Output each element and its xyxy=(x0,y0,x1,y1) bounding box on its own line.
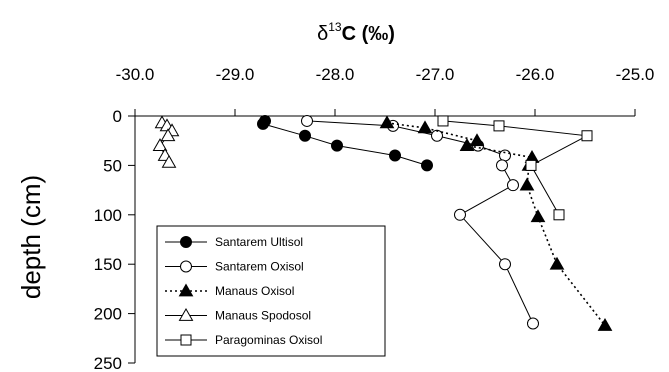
data-point xyxy=(459,138,475,152)
x-tick-label: -26.0 xyxy=(516,65,555,84)
y-axis-label: depth (cm) xyxy=(16,175,46,299)
data-point xyxy=(496,159,508,172)
data-point xyxy=(519,177,535,191)
data-point xyxy=(331,139,343,152)
y-tick-label: 100 xyxy=(94,206,122,225)
data-point xyxy=(499,149,511,162)
series-line xyxy=(442,120,589,216)
legend: Santarem Ultisol Santarem Oxisol Manaus Ox… xyxy=(156,225,386,357)
data-point xyxy=(454,208,466,221)
data-point xyxy=(493,120,505,132)
legend-marker xyxy=(180,236,192,248)
legend-marker xyxy=(178,283,194,297)
data-point xyxy=(160,128,176,142)
data-point xyxy=(499,258,511,271)
data-point xyxy=(417,120,433,134)
data-point xyxy=(553,209,565,221)
series-paragominas-oxisol xyxy=(437,115,593,221)
x-tick-label: -27.0 xyxy=(416,65,455,84)
axes: -30.0 -29.0 -28.0 -27.0 -26.0 -25.0 0 50 100 150 2… xyxy=(94,65,655,372)
legend-entry: Manaus Spodosol xyxy=(165,307,311,323)
data-point xyxy=(152,138,168,152)
data-point xyxy=(299,129,311,142)
data-point xyxy=(597,317,613,331)
data-point xyxy=(581,130,593,142)
data-point xyxy=(525,159,537,171)
x-tick-label: -28.0 xyxy=(316,65,355,84)
series-layer xyxy=(152,114,613,331)
chart-title-main: C (‰) xyxy=(342,23,395,45)
legend-marker xyxy=(178,307,194,321)
y-tick-label: 200 xyxy=(94,305,122,324)
x-tick-label: -30.0 xyxy=(116,65,155,84)
x-tick-label: -25.0 xyxy=(616,65,655,84)
x-tick-label: -29.0 xyxy=(216,65,255,84)
chart-title-superscript: 13 xyxy=(328,20,342,34)
series-santarem-ultisol xyxy=(257,114,433,172)
chart-title: δ13C (‰) xyxy=(317,20,395,45)
data-point xyxy=(421,159,433,172)
data-point xyxy=(530,209,546,223)
legend-entry: Paragominas Oxisol xyxy=(165,333,322,347)
legend-label: Santarem Ultisol xyxy=(215,235,303,249)
data-point xyxy=(379,115,395,129)
data-point xyxy=(549,256,565,270)
data-point xyxy=(257,117,269,130)
chart-title-prefix: δ xyxy=(317,23,328,45)
series-manaus-oxisol xyxy=(379,115,613,331)
legend-marker xyxy=(180,260,192,273)
series-manaus-spodosol xyxy=(152,115,180,168)
legend-label: Manaus Oxisol xyxy=(215,284,294,298)
data-point xyxy=(469,133,485,147)
legend-entry: Santarem Oxisol xyxy=(165,260,304,274)
series-line xyxy=(386,122,606,326)
data-point xyxy=(301,114,313,127)
data-point xyxy=(389,149,401,162)
y-tick-label: 50 xyxy=(103,156,122,175)
legend-label: Santarem Oxisol xyxy=(215,260,304,274)
legend-entry: Santarem Ultisol xyxy=(165,235,303,249)
data-point xyxy=(437,115,449,127)
legend-entry: Manaus Oxisol xyxy=(165,283,294,298)
data-point xyxy=(527,317,539,330)
y-tick-label: 250 xyxy=(94,354,122,372)
y-tick-label: 150 xyxy=(94,255,122,274)
data-point xyxy=(507,179,519,192)
legend-label: Manaus Spodosol xyxy=(215,309,311,323)
legend-marker xyxy=(180,334,192,346)
legend-label: Paragominas Oxisol xyxy=(215,333,322,347)
y-tick-label: 0 xyxy=(113,107,122,126)
data-point xyxy=(161,154,177,168)
data-point xyxy=(431,129,443,142)
